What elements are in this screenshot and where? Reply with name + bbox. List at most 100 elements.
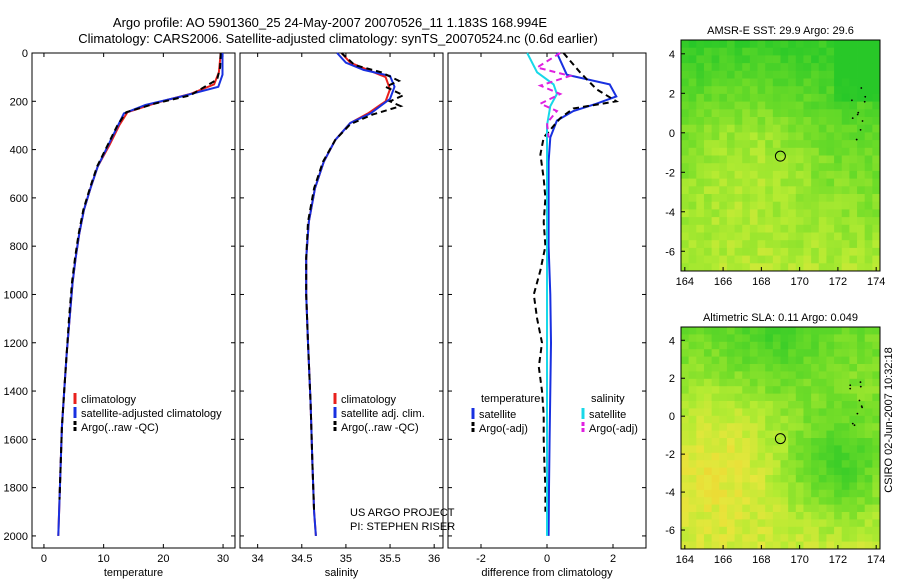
sla-heatmap-cell <box>772 378 781 387</box>
sla-heatmap-cell <box>788 386 797 394</box>
sst-heatmap-cell <box>857 209 866 218</box>
sla-heatmap-cell <box>757 460 766 468</box>
credit-timestamp: CSIRO 02-Jun-2007 10:32:18 <box>883 347 895 493</box>
sla-heatmap-cell <box>703 475 713 483</box>
sst-heatmap-cell <box>765 124 774 133</box>
sla-heatmap-cell <box>734 475 743 483</box>
sla-heatmap-cell <box>803 341 812 350</box>
sst-heatmap-cell <box>780 132 789 141</box>
sla-heatmap-cell <box>757 430 766 439</box>
sla-heatmap-cell <box>757 445 766 454</box>
temperature-ytick-label: 1200 <box>4 338 28 350</box>
sla-heatmap-cell <box>818 327 827 335</box>
sla-heatmap-cell <box>864 475 873 483</box>
sla-heatmap-cell <box>780 430 789 439</box>
temperature-ytick-label: 1000 <box>4 289 28 301</box>
sla-xtick-label: 174 <box>867 554 885 566</box>
sst-heatmap-cell <box>681 93 690 102</box>
sla-heatmap-cell <box>772 356 781 365</box>
sst-heatmap-cell <box>688 93 697 102</box>
sst-heatmap-cell <box>780 140 789 149</box>
sst-heatmap-cell <box>818 63 827 72</box>
sst-heatmap-cell <box>703 232 713 241</box>
sla-heatmap-cell <box>818 364 827 372</box>
sst-heatmap-cell <box>703 147 713 156</box>
sst-heatmap-cell <box>841 147 850 156</box>
sst-heatmap-cell <box>734 240 743 249</box>
sla-heatmap-cell <box>864 371 873 380</box>
sst-heatmap-cell <box>726 40 735 49</box>
sla-heatmap-cell <box>826 482 835 491</box>
sla-heatmap-cell <box>757 482 766 491</box>
sst-heatmap-cell <box>872 86 881 95</box>
sst-heatmap-cell <box>872 186 881 195</box>
sla-heatmap-cell <box>757 386 766 394</box>
sla-heatmap-cell <box>681 430 690 439</box>
sla-heatmap-cell <box>681 445 690 454</box>
sst-heatmap-cell <box>772 224 781 233</box>
sst-heatmap-cell <box>711 255 720 264</box>
sst-heatmap-cell <box>788 155 797 164</box>
sla-heatmap-cell <box>849 460 858 468</box>
sst-heatmap-cell <box>719 124 728 133</box>
sla-heatmap-cell <box>849 497 858 505</box>
sla-heatmap-cell <box>788 497 797 505</box>
sla-heatmap-cell <box>742 393 751 402</box>
sla-heatmap-cell <box>688 475 697 483</box>
difference-series-temperature-satellite <box>547 52 618 536</box>
sst-heatmap-cell <box>811 86 820 95</box>
sla-heatmap-cell <box>872 334 881 343</box>
sla-heatmap-cell <box>811 408 820 417</box>
sst-heatmap-cell <box>726 109 735 118</box>
sst-heatmap-cell <box>795 70 804 79</box>
salinity-xtick-label: 36 <box>428 553 440 565</box>
sla-heatmap-cell <box>818 482 827 491</box>
sst-heatmap-cell <box>726 247 735 256</box>
sla-heatmap-cell <box>734 482 743 491</box>
sla-heatmap-cell <box>749 327 758 335</box>
sst-heatmap-cell <box>803 147 812 156</box>
sst-heatmap-cell <box>795 93 804 102</box>
salinity-xtick-label: 35 <box>340 553 352 565</box>
temperature-xtick-label: 30 <box>217 553 229 565</box>
sst-heatmap-cell <box>703 86 713 95</box>
sst-heatmap-cell <box>788 101 797 110</box>
sst-heatmap-cell <box>757 170 766 179</box>
sst-heatmap-cell <box>795 194 804 203</box>
temperature-axes-frame <box>31 52 236 549</box>
sst-heatmap-cell <box>734 47 743 56</box>
sla-heatmap-cell <box>841 482 850 491</box>
sst-heatmap-cell <box>749 240 758 249</box>
sla-heatmap-cell <box>742 341 751 350</box>
sla-heatmap-cell <box>719 445 728 454</box>
sla-heatmap-cell <box>849 467 858 476</box>
sla-heatmap-cell <box>772 364 781 372</box>
sla-heatmap-cell <box>834 504 843 513</box>
sla-heatmap-cell <box>826 512 835 520</box>
project-label: US ARGO PROJECT <box>350 507 455 519</box>
sla-heatmap-cell <box>818 415 827 424</box>
sla-heatmap-cell <box>857 452 866 461</box>
sst-heatmap-cell <box>864 147 873 156</box>
sst-heatmap-cell <box>826 178 835 187</box>
sst-argo-marker <box>774 150 786 162</box>
sla-heatmap-cell <box>742 430 751 439</box>
sst-heatmap-cell <box>803 247 812 256</box>
sla-heatmap-cell <box>734 445 743 454</box>
sla-heatmap-cell <box>857 371 866 380</box>
sla-heatmap-cell <box>719 349 728 357</box>
sst-heatmap-cell <box>864 255 873 264</box>
sla-heatmap-cell <box>711 467 720 476</box>
sla-heatmap-cell <box>834 334 843 343</box>
sst-heatmap-cell <box>734 117 743 126</box>
sst-heatmap-cell <box>681 247 690 256</box>
sst-heatmap-cell <box>811 178 820 187</box>
sst-heatmap-cell <box>849 147 858 156</box>
sla-heatmap-cell <box>811 341 820 350</box>
sla-heatmap-cell <box>841 378 850 387</box>
sst-heatmap-cell <box>818 217 827 226</box>
salinity-xtick-label: 34 <box>252 553 264 565</box>
sla-heatmap-cell <box>696 408 705 417</box>
sst-heatmap-cell <box>857 93 866 102</box>
sst-heatmap-cell <box>826 47 835 56</box>
